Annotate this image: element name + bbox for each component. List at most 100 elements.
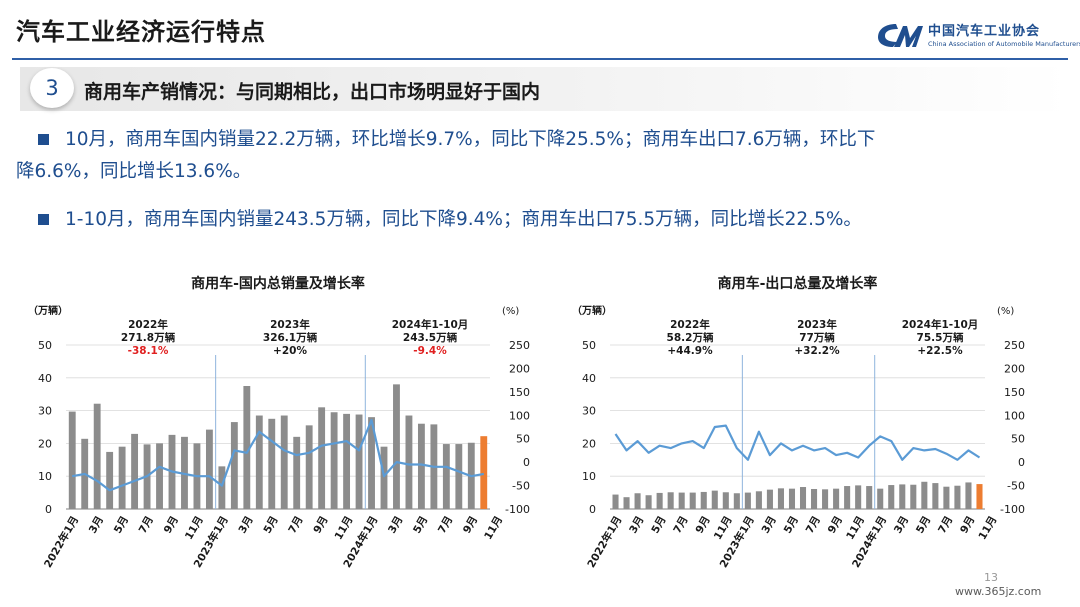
annotation-change: +44.9% bbox=[667, 345, 713, 357]
bar bbox=[442, 444, 450, 509]
y-left-unit-label: （万辆） bbox=[572, 304, 612, 317]
bar bbox=[131, 433, 139, 509]
bar bbox=[711, 490, 718, 509]
bar bbox=[455, 444, 463, 509]
bar bbox=[368, 417, 375, 509]
annotation-year: 2022年 bbox=[670, 318, 710, 331]
bar bbox=[205, 429, 213, 509]
bar bbox=[755, 491, 762, 509]
y-right-tick-label: 200 bbox=[509, 362, 530, 375]
x-tick-label: 3月 bbox=[760, 514, 779, 535]
bar bbox=[280, 415, 288, 509]
x-tick-label: 9月 bbox=[162, 514, 181, 535]
y-left-tick-label: 30 bbox=[582, 405, 596, 418]
y-left-tick-label: 0 bbox=[589, 503, 596, 516]
x-tick-label: 3月 bbox=[236, 514, 255, 535]
bar bbox=[777, 488, 784, 509]
x-tick-label: 9月 bbox=[693, 514, 712, 535]
annotation-total: 271.8万辆 bbox=[121, 331, 176, 344]
bar bbox=[788, 488, 796, 509]
y-right-unit-label: (%) bbox=[502, 306, 519, 317]
y-left-tick-label: 0 bbox=[45, 503, 52, 516]
x-tick-label: 5月 bbox=[411, 514, 430, 535]
square-bullet-icon bbox=[38, 213, 49, 225]
x-tick-label: 7月 bbox=[137, 514, 156, 535]
bar bbox=[68, 411, 76, 509]
bar bbox=[393, 384, 400, 509]
y-left-tick-label: 10 bbox=[38, 470, 52, 483]
y-left-tick-label: 50 bbox=[38, 339, 52, 352]
x-tick-label: 5月 bbox=[782, 514, 801, 535]
y-right-tick-label: -50 bbox=[512, 480, 530, 493]
bar bbox=[405, 415, 413, 509]
bullet-item: 10月，商用车国内销量22.2万辆，环比增长9.7%，同比下降25.5%；商用车… bbox=[16, 124, 1056, 188]
y-left-tick-label: 30 bbox=[38, 405, 52, 418]
x-tick-label: 5月 bbox=[261, 514, 280, 535]
y-left-tick-label: 20 bbox=[38, 437, 52, 450]
bar bbox=[243, 386, 251, 509]
y-left-tick-label: 20 bbox=[582, 437, 596, 450]
square-bullet-icon bbox=[38, 133, 49, 145]
logo-name-cn: 中国汽车工业协会 bbox=[928, 24, 1041, 39]
logo-name-en: China Association of Automobile Manufact… bbox=[928, 40, 1080, 48]
y-right-tick-label: 100 bbox=[1004, 409, 1025, 422]
bar bbox=[156, 443, 163, 509]
caam-logo-icon bbox=[878, 24, 923, 47]
annotation-year: 2024年1-10月 bbox=[902, 318, 979, 331]
annotation-year: 2022年 bbox=[128, 318, 168, 331]
bar bbox=[678, 492, 685, 509]
bar bbox=[954, 485, 961, 509]
growth-rate-line bbox=[614, 424, 981, 461]
bar bbox=[656, 492, 663, 509]
caam-logo: 中国汽车工业协会 China Association of Automobile… bbox=[876, 18, 1080, 58]
bar bbox=[766, 489, 773, 509]
bar bbox=[888, 485, 895, 509]
bar bbox=[722, 492, 729, 509]
bar bbox=[106, 451, 114, 509]
bar bbox=[811, 488, 818, 509]
annotation-total: 58.2万辆 bbox=[667, 331, 714, 344]
y-right-tick-label: 0 bbox=[523, 456, 530, 469]
bar bbox=[305, 425, 313, 509]
section-number-badge: 3 bbox=[30, 68, 74, 108]
domestic-sales-chart: 商用车-国内总销量及增长率 （万辆） (%) 0 10 20 30 40 50 -100 -50 0 5… bbox=[28, 275, 530, 570]
title-rule bbox=[12, 58, 1068, 60]
bar bbox=[293, 436, 301, 509]
section-heading: 商用车产销情况：与同期相比，出口市场明显好于国内 bbox=[84, 81, 541, 103]
bar bbox=[417, 423, 425, 509]
bar bbox=[855, 485, 862, 509]
x-tick-label: 3月 bbox=[386, 514, 405, 535]
annotation-change: +20% bbox=[273, 345, 307, 357]
x-tick-label: 11月 bbox=[712, 514, 735, 542]
bar bbox=[899, 484, 906, 509]
bar bbox=[645, 495, 652, 509]
y-left-tick-label: 40 bbox=[582, 372, 596, 385]
bullet-text-continued: 降6.6%，同比增长13.6%。 bbox=[16, 161, 252, 182]
bar bbox=[355, 414, 363, 509]
x-tick-label: 11月 bbox=[977, 514, 1000, 542]
chart-title: 商用车-出口总量及增长率 bbox=[718, 275, 878, 292]
bar bbox=[93, 403, 101, 509]
bar bbox=[700, 491, 707, 509]
x-tick-label: 11月 bbox=[844, 514, 867, 542]
bar bbox=[733, 493, 740, 509]
x-tick-label: 5月 bbox=[112, 514, 131, 535]
x-tick-label: 2022年1月 bbox=[41, 514, 81, 570]
bar bbox=[612, 494, 619, 509]
y-right-tick-label: 50 bbox=[1011, 433, 1025, 446]
x-tick-label: 7月 bbox=[286, 514, 305, 535]
bar bbox=[480, 436, 488, 509]
bar bbox=[667, 492, 674, 509]
annotation-total: 75.5万辆 bbox=[917, 331, 964, 344]
y-right-unit-label: (%) bbox=[997, 306, 1014, 317]
chart-title: 商用车-国内总销量及增长率 bbox=[191, 275, 365, 292]
x-tick-label: 3月 bbox=[892, 514, 911, 535]
y-right-tick-label: -100 bbox=[505, 503, 530, 516]
x-tick-label: 5月 bbox=[649, 514, 668, 535]
x-tick-label: 7月 bbox=[436, 514, 455, 535]
annotation-year: 2023年 bbox=[797, 318, 837, 331]
y-right-tick-label: 50 bbox=[516, 433, 530, 446]
bar bbox=[623, 497, 630, 509]
x-tick-label: 9月 bbox=[958, 514, 977, 535]
bar bbox=[921, 481, 928, 509]
